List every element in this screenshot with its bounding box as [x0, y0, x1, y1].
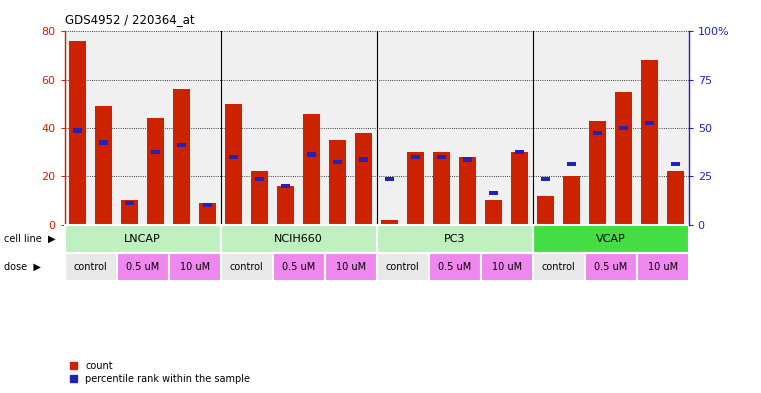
Bar	[594, 130, 602, 135]
Text: VCAP: VCAP	[596, 234, 626, 244]
Bar	[69, 41, 86, 224]
Text: 0.5 uM: 0.5 uM	[282, 262, 315, 272]
Legend: count, percentile rank within the sample: count, percentile rank within the sample	[69, 361, 250, 384]
Bar	[355, 133, 372, 224]
Bar	[537, 196, 554, 224]
Bar	[100, 140, 108, 145]
Bar	[277, 186, 295, 224]
Bar	[121, 200, 139, 224]
Bar	[463, 157, 472, 162]
Bar	[486, 200, 502, 224]
Bar	[174, 89, 190, 224]
Text: 0.5 uM: 0.5 uM	[126, 262, 159, 272]
Bar	[151, 150, 160, 154]
Bar	[533, 224, 689, 253]
Bar	[619, 126, 628, 130]
Text: control: control	[542, 262, 575, 272]
Bar	[438, 155, 446, 159]
Bar	[481, 253, 533, 281]
Bar	[303, 114, 320, 224]
Bar	[333, 160, 342, 164]
Bar	[645, 121, 654, 125]
Bar	[584, 253, 637, 281]
Bar	[74, 128, 82, 132]
Text: 10 uM: 10 uM	[492, 262, 522, 272]
Bar	[307, 152, 316, 157]
Bar	[65, 224, 221, 253]
Text: 10 uM: 10 uM	[648, 262, 678, 272]
Text: control: control	[386, 262, 419, 272]
Bar	[428, 253, 481, 281]
Bar	[330, 140, 346, 224]
Bar	[377, 224, 533, 253]
Text: LNCAP: LNCAP	[124, 234, 161, 244]
Text: 10 uM: 10 uM	[336, 262, 366, 272]
Bar	[203, 203, 212, 208]
Bar	[433, 152, 451, 224]
Bar	[511, 152, 528, 224]
Bar	[377, 253, 428, 281]
Text: 10 uM: 10 uM	[180, 262, 210, 272]
Text: cell line  ▶: cell line ▶	[4, 234, 56, 244]
Bar	[221, 224, 377, 253]
Bar	[221, 253, 272, 281]
Bar	[225, 104, 242, 224]
Bar	[642, 61, 658, 224]
Bar	[615, 92, 632, 224]
Bar	[412, 155, 420, 159]
Text: control: control	[74, 262, 107, 272]
Bar	[407, 152, 424, 224]
Bar	[489, 191, 498, 195]
Bar	[177, 143, 186, 147]
Bar	[667, 171, 684, 224]
Bar	[386, 176, 394, 181]
Bar	[251, 171, 268, 224]
Text: GDS4952 / 220364_at: GDS4952 / 220364_at	[65, 13, 194, 26]
Bar	[589, 121, 607, 224]
Text: dose  ▶: dose ▶	[4, 262, 40, 272]
Bar	[282, 184, 290, 188]
Bar	[515, 150, 524, 154]
Bar	[381, 220, 398, 224]
Bar	[230, 155, 238, 159]
Bar	[459, 157, 476, 224]
Text: control: control	[230, 262, 263, 272]
Text: 0.5 uM: 0.5 uM	[438, 262, 471, 272]
Text: NCIH660: NCIH660	[274, 234, 323, 244]
Bar	[95, 106, 112, 224]
Bar	[256, 176, 264, 181]
Bar	[359, 157, 368, 162]
Bar	[199, 203, 216, 224]
Bar	[542, 176, 550, 181]
Bar	[65, 253, 116, 281]
Bar	[116, 253, 169, 281]
Bar	[169, 253, 221, 281]
Bar	[533, 253, 584, 281]
Text: PC3: PC3	[444, 234, 466, 244]
Bar	[147, 118, 164, 224]
Text: 0.5 uM: 0.5 uM	[594, 262, 627, 272]
Bar	[563, 176, 580, 224]
Bar	[637, 253, 689, 281]
Bar	[272, 253, 325, 281]
Bar	[671, 162, 680, 166]
Bar	[325, 253, 377, 281]
Bar	[568, 162, 576, 166]
Bar	[126, 201, 134, 205]
